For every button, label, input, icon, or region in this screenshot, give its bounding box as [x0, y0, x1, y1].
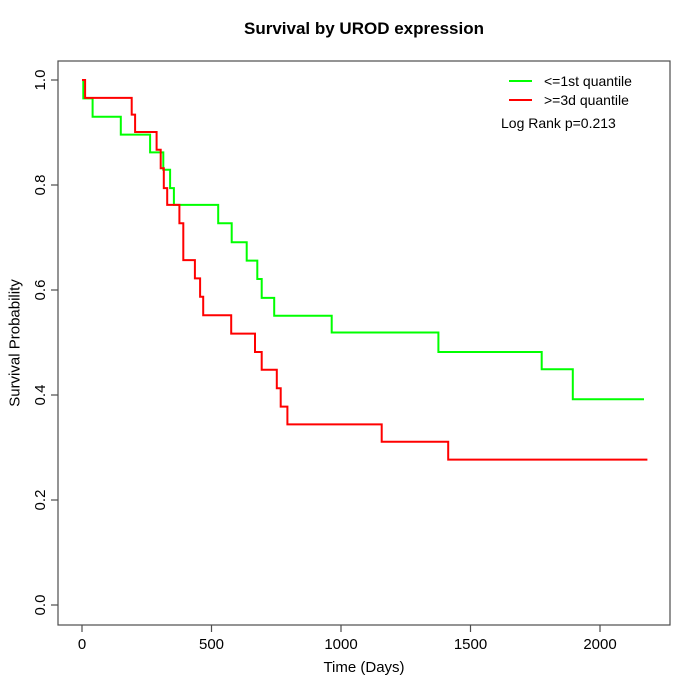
x-tick-label: 1000 — [324, 636, 357, 653]
x-axis-label: Time (Days) — [323, 659, 405, 676]
x-tick-label: 500 — [199, 636, 224, 653]
legend-line-red-icon — [509, 98, 532, 101]
y-tick-label: 1.0 — [32, 70, 49, 91]
legend-line-green-icon — [509, 79, 532, 82]
legend-label-low: <=1st quantile — [544, 72, 632, 89]
x-tick-label: 2000 — [583, 636, 616, 653]
legend-label-high: >=3d quantile — [544, 91, 629, 108]
y-tick-label: 0.8 — [32, 175, 49, 196]
chart-title: Survival by UROD expression — [244, 19, 484, 38]
x-tick-label: 0 — [78, 636, 86, 653]
y-tick-label: 0.6 — [32, 280, 49, 301]
y-axis-label: Survival Probability — [6, 279, 24, 407]
legend: <=1st quantile >=3d quantile Log Rank p=… — [501, 71, 632, 132]
y-tick-label: 0.4 — [32, 385, 49, 406]
y-tick-label: 0.0 — [32, 595, 49, 616]
x-tick-label: 1500 — [454, 636, 487, 653]
y-tick-label: 0.2 — [32, 490, 49, 511]
legend-item-high-expression: >=3d quantile — [501, 90, 632, 109]
legend-item-low-expression: <=1st quantile — [501, 71, 632, 90]
log-rank-annotation: Log Rank p=0.213 — [501, 115, 616, 131]
plot-frame — [57, 60, 671, 626]
km-curve-low-expression — [82, 79, 644, 401]
km-curve-high-expression — [82, 79, 648, 461]
